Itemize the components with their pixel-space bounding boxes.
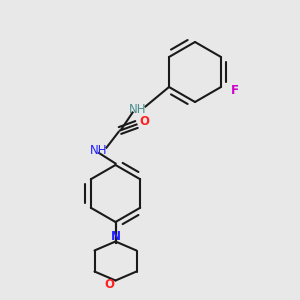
Text: NH: NH [129, 103, 147, 116]
Text: NH: NH [90, 143, 108, 157]
Text: O: O [104, 278, 115, 291]
Text: F: F [230, 83, 238, 97]
Text: N: N [110, 230, 121, 244]
Text: O: O [139, 115, 149, 128]
